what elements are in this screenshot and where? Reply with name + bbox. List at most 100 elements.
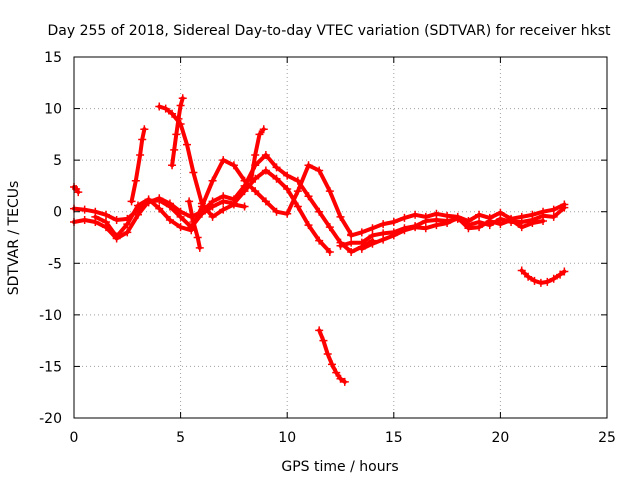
data-point <box>293 202 302 211</box>
data-point <box>189 218 198 227</box>
data-point <box>133 201 142 210</box>
data-point <box>229 200 238 209</box>
data-point <box>174 114 183 123</box>
x-axis-title: GPS time / hours <box>281 459 398 475</box>
x-tick-label: 15 <box>385 430 403 446</box>
data-point <box>138 135 147 144</box>
data-point <box>208 202 217 211</box>
data-point <box>140 125 149 134</box>
data-point <box>560 267 569 276</box>
data-point <box>539 207 548 216</box>
data-point <box>272 163 281 172</box>
data-point <box>485 216 494 225</box>
data-point <box>101 210 110 219</box>
data-point <box>560 200 569 209</box>
data-point <box>421 212 430 221</box>
data-point <box>315 326 324 335</box>
data-point <box>332 368 341 377</box>
grid-lines <box>74 57 607 418</box>
y-tick-label: 0 <box>53 205 62 221</box>
data-point <box>496 208 505 217</box>
data-point <box>189 168 198 177</box>
data-point <box>315 236 324 245</box>
data-point <box>197 199 206 208</box>
data-point <box>368 239 377 248</box>
data-point <box>283 185 292 194</box>
data-point <box>261 197 270 206</box>
data-point <box>172 130 181 139</box>
data-point <box>185 197 194 206</box>
data-point <box>556 270 565 279</box>
data-point <box>517 266 526 275</box>
y-axis-title: SDTVAR / TECUs <box>6 181 22 296</box>
data-point <box>112 232 121 241</box>
data-point <box>293 187 302 196</box>
data-point <box>443 219 452 228</box>
data-point <box>112 215 121 224</box>
data-point <box>193 233 202 242</box>
data-point <box>91 212 100 221</box>
data-point <box>155 102 164 111</box>
data-point <box>327 360 336 369</box>
data-point <box>389 231 398 240</box>
data-point <box>195 243 204 252</box>
data-point <box>182 140 191 149</box>
data-point <box>283 209 292 218</box>
data-point <box>549 274 558 283</box>
x-tick-label: 10 <box>278 430 296 446</box>
data-point <box>131 176 140 185</box>
series-spike-9h <box>249 127 266 183</box>
data-point <box>536 278 545 287</box>
x-tick-label: 25 <box>598 430 616 446</box>
data-point <box>272 207 281 216</box>
data-point <box>127 197 136 206</box>
data-point <box>136 150 145 159</box>
data-point <box>325 187 334 196</box>
data-point <box>74 188 83 197</box>
data-point <box>165 202 174 211</box>
y-tick-label: -15 <box>39 359 62 375</box>
data-point <box>323 350 332 359</box>
x-tick-label: 5 <box>176 430 185 446</box>
data-point <box>325 223 334 232</box>
data-point <box>411 223 420 232</box>
data-point <box>123 220 132 229</box>
data-point <box>336 374 345 383</box>
data-point <box>379 235 388 244</box>
data-point <box>464 224 473 233</box>
data-point <box>400 213 409 222</box>
data-point <box>165 215 174 224</box>
data-point <box>517 223 526 232</box>
data-point <box>389 218 398 227</box>
data-point <box>336 241 345 250</box>
data-point <box>133 210 142 219</box>
data-point <box>357 244 366 253</box>
data-point <box>539 216 548 225</box>
data-point <box>400 226 409 235</box>
data-point <box>517 212 526 221</box>
data-point <box>304 221 313 230</box>
data-point <box>528 210 537 219</box>
data-point <box>219 156 228 165</box>
y-tick-label: 10 <box>44 102 62 118</box>
y-tick-label: -5 <box>48 256 62 272</box>
data-point <box>543 277 552 286</box>
data-point <box>170 145 179 154</box>
data-point <box>524 272 533 281</box>
data-point <box>528 219 537 228</box>
data-point <box>155 196 164 205</box>
data-point <box>219 205 228 214</box>
data-point <box>507 215 516 224</box>
data-point <box>432 209 441 218</box>
data-point <box>347 238 356 247</box>
data-point <box>475 210 484 219</box>
data-point <box>496 220 505 229</box>
y-tick-label: -10 <box>39 308 62 324</box>
data-point <box>246 176 255 185</box>
data-point <box>123 228 132 237</box>
data-point <box>178 94 187 103</box>
x-tick-label: 20 <box>491 430 509 446</box>
data-point <box>432 221 441 230</box>
x-tick-label: 0 <box>70 430 79 446</box>
data-point <box>240 187 249 196</box>
